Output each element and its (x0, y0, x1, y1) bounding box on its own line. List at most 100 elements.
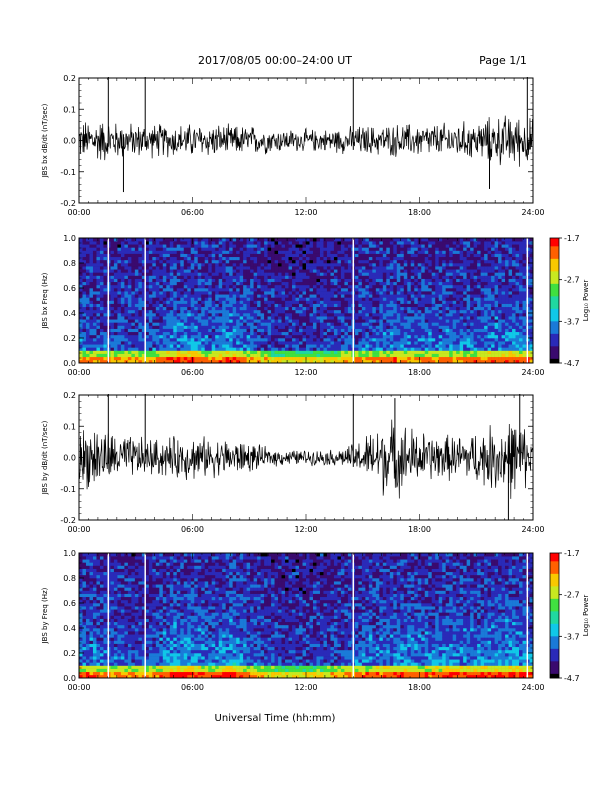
heat-cell (274, 250, 279, 254)
heat-cell (400, 341, 405, 345)
heat-cell (302, 288, 307, 292)
heat-cell (403, 250, 408, 254)
heat-cell (145, 281, 150, 286)
heat-cell (239, 341, 244, 345)
heat-cell (372, 241, 377, 245)
heat-cell (292, 359, 296, 364)
heat-cell (302, 353, 307, 358)
heat-cell (120, 319, 125, 323)
heat-cell (393, 278, 398, 283)
heat-cell (250, 281, 254, 286)
heat-cell (466, 288, 471, 292)
heat-cell (103, 269, 108, 273)
heat-cell (215, 319, 219, 323)
heat-cell (463, 288, 467, 292)
heat-cell (208, 250, 213, 254)
heat-cell (309, 266, 314, 270)
heat-cell (92, 281, 97, 286)
heat-cell (372, 300, 377, 304)
heat-cell (159, 281, 164, 286)
heat-cell (197, 334, 202, 339)
heat-cell (424, 272, 429, 276)
heat-cell (288, 281, 293, 286)
heat-cell (103, 328, 108, 333)
heat-cell (201, 325, 206, 329)
heat-cell (421, 353, 426, 358)
heat-cell (145, 238, 150, 242)
heat-cell (323, 313, 328, 317)
heat-cell (302, 316, 307, 320)
heat-cell (312, 334, 317, 339)
heat-cell (487, 306, 492, 311)
heat-cell (438, 350, 443, 354)
heat-cell (267, 284, 272, 289)
heat-cell (368, 334, 373, 339)
heat-cell (264, 347, 268, 351)
heat-cell (372, 281, 377, 286)
heat-cell (211, 238, 216, 242)
heat-cell (96, 294, 101, 298)
heat-cell (375, 319, 380, 323)
heat-cell (215, 284, 219, 289)
heat-cell (494, 322, 499, 326)
heat-cell (306, 325, 310, 329)
heat-cell (173, 316, 178, 320)
heat-cell (239, 356, 244, 361)
heat-cell (319, 328, 324, 333)
heat-cell (368, 259, 373, 264)
heat-cell (358, 350, 363, 354)
heat-cell (264, 284, 268, 289)
heat-cell (417, 284, 422, 289)
heat-cell (386, 269, 391, 273)
heat-cell (309, 344, 314, 348)
heat-cell (449, 353, 453, 358)
heat-cell (225, 306, 230, 311)
heat-cell (260, 353, 265, 358)
heat-cell (487, 297, 492, 301)
heat-cell (120, 328, 125, 333)
heat-cell (208, 316, 213, 320)
heat-cell (85, 253, 90, 258)
heat-cell (466, 303, 471, 308)
heat-cell (302, 356, 307, 361)
heat-cell (365, 256, 370, 261)
heat-cell (470, 331, 474, 336)
heat-cell (229, 347, 233, 351)
heat-cell (319, 322, 324, 326)
heat-cell (473, 350, 478, 354)
heat-cell (253, 303, 258, 308)
heat-cell (145, 344, 150, 348)
heat-cell (155, 328, 160, 333)
heat-cell (323, 244, 328, 248)
heat-cell (215, 291, 219, 295)
heat-cell (309, 272, 314, 276)
heat-cell (159, 263, 164, 267)
heat-cell (456, 253, 460, 258)
heat-cell (337, 250, 342, 254)
heat-cell (96, 338, 101, 342)
heat-cell (229, 341, 233, 345)
heat-cell (361, 241, 366, 245)
heat-cell (113, 306, 118, 311)
heat-cell (103, 303, 108, 308)
heat-cell (92, 275, 97, 279)
heat-cell (480, 266, 485, 270)
heat-cell (466, 334, 471, 339)
heat-cell (285, 300, 289, 304)
heat-cell (278, 272, 282, 276)
heat-cell (292, 275, 296, 279)
heat-cell (309, 275, 314, 279)
heat-cell (292, 294, 296, 298)
heat-cell (148, 353, 153, 358)
heat-cell (152, 325, 157, 329)
heat-cell (299, 331, 303, 336)
heat-cell (393, 269, 398, 273)
heat-cell (299, 319, 303, 323)
heat-cell (372, 294, 377, 298)
heat-cell (410, 288, 415, 292)
heat-cell (169, 322, 174, 326)
heat-cell (124, 341, 129, 345)
heat-cell (239, 250, 244, 254)
heat-cell (110, 350, 115, 354)
heat-cell (326, 303, 331, 308)
